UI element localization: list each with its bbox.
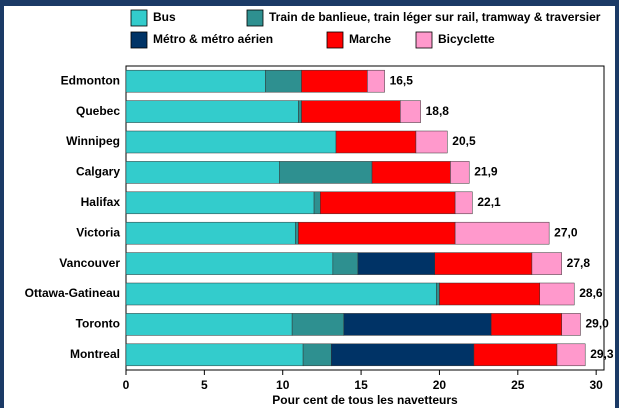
bar-segment bbox=[298, 221, 456, 245]
bar-segment bbox=[539, 282, 575, 306]
legend-swatch bbox=[415, 31, 433, 49]
bar-segment bbox=[125, 69, 266, 93]
x-axis-title: Pour cent de tous les navetteurs bbox=[272, 393, 458, 407]
bar-segment bbox=[454, 221, 550, 245]
bar-segment bbox=[125, 313, 293, 336]
bar-segment bbox=[125, 130, 337, 154]
bar-segment bbox=[125, 343, 304, 367]
bar-segment bbox=[332, 252, 359, 275]
bar-segment bbox=[320, 191, 456, 215]
legend-label: Train de banlieue, train léger sur rail,… bbox=[269, 10, 601, 24]
x-tick-label: 0 bbox=[123, 378, 130, 392]
bar-segment bbox=[371, 161, 451, 184]
total-label: 29,0 bbox=[585, 317, 609, 331]
x-tick-label: 5 bbox=[201, 378, 208, 392]
x-tick-label: 30 bbox=[589, 378, 603, 392]
x-tick-label: 25 bbox=[511, 378, 525, 392]
total-label: 28,6 bbox=[579, 286, 603, 300]
bar-segment bbox=[291, 313, 345, 336]
total-label: 27,0 bbox=[554, 225, 578, 239]
bar-segment bbox=[302, 343, 332, 367]
bar-segment bbox=[125, 252, 334, 275]
bar-segment bbox=[331, 343, 475, 367]
y-tick-label: Quebec bbox=[76, 104, 120, 118]
bar-segment bbox=[335, 130, 417, 154]
y-tick-label: Montreal bbox=[70, 347, 120, 361]
legend-label: Marche bbox=[349, 32, 391, 46]
bar-segment bbox=[357, 252, 435, 275]
bar-segment bbox=[301, 100, 401, 123]
bar-segment bbox=[436, 282, 440, 306]
total-label: 21,9 bbox=[474, 165, 498, 179]
bar-segment bbox=[367, 69, 385, 93]
bar-segment bbox=[125, 191, 315, 215]
bar-segment bbox=[125, 282, 437, 306]
legend-label: Métro & métro aérien bbox=[153, 32, 273, 46]
total-label: 29,3 bbox=[590, 347, 614, 361]
y-tick-label: Winnipeg bbox=[66, 134, 120, 148]
legend-swatch bbox=[246, 9, 264, 27]
bar-segment bbox=[125, 161, 280, 184]
y-tick-label: Edmonton bbox=[61, 73, 120, 87]
y-tick-label: Calgary bbox=[76, 165, 120, 179]
plot-area bbox=[125, 65, 605, 371]
bar-segment bbox=[400, 100, 421, 123]
y-tick-label: Halifax bbox=[81, 195, 121, 209]
bar-segment bbox=[490, 313, 562, 336]
bar-segment bbox=[279, 161, 373, 184]
bar-segment bbox=[301, 69, 368, 93]
y-tick-label: Victoria bbox=[76, 225, 120, 239]
bar-segment bbox=[556, 343, 586, 367]
bar-segment bbox=[561, 313, 581, 336]
bar-segment bbox=[265, 69, 302, 93]
total-label: 16,5 bbox=[390, 73, 414, 87]
bar-segment bbox=[450, 161, 470, 184]
bar-segment bbox=[454, 191, 473, 215]
legend-label: Bicyclette bbox=[438, 32, 495, 46]
total-label: 22,1 bbox=[477, 195, 501, 209]
legend-swatch bbox=[326, 31, 344, 49]
total-label: 18,8 bbox=[426, 104, 450, 118]
legend-swatch bbox=[130, 31, 148, 49]
bar-segment bbox=[473, 343, 558, 367]
bar-segment bbox=[439, 282, 540, 306]
x-tick-label: 20 bbox=[433, 378, 447, 392]
legend-label: Bus bbox=[153, 10, 176, 24]
x-tick-label: 10 bbox=[276, 378, 290, 392]
y-tick-label: Toronto bbox=[76, 317, 120, 331]
bar-segment bbox=[415, 130, 448, 154]
bar-segment bbox=[298, 100, 302, 123]
x-tick-label: 15 bbox=[354, 378, 368, 392]
bar-segment bbox=[343, 313, 492, 336]
bar-segment bbox=[125, 100, 299, 123]
bar-segment bbox=[313, 191, 321, 215]
bar-segment bbox=[295, 221, 299, 245]
bar-segment bbox=[125, 221, 296, 245]
legend-swatch bbox=[130, 9, 148, 27]
y-tick-label: Ottawa-Gatineau bbox=[25, 286, 120, 300]
total-label: 20,5 bbox=[452, 134, 476, 148]
bar-segment bbox=[434, 252, 533, 275]
bar-segment bbox=[531, 252, 562, 275]
y-tick-label: Vancouver bbox=[59, 256, 120, 270]
total-label: 27,8 bbox=[567, 256, 591, 270]
